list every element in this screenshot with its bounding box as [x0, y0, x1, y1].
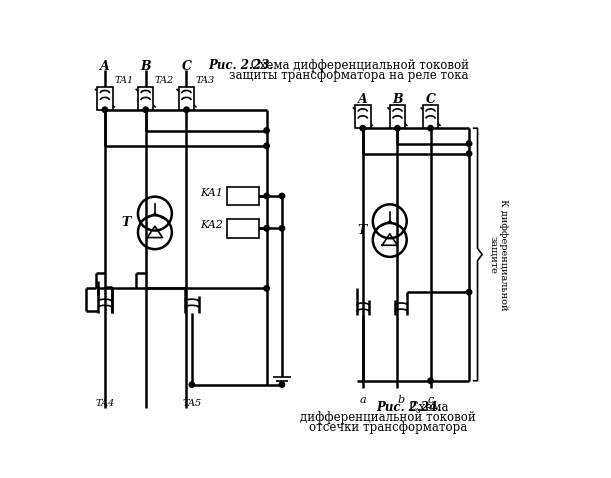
Text: c: c	[428, 395, 434, 405]
Text: T: T	[121, 217, 130, 229]
Text: TA3: TA3	[196, 76, 215, 85]
Text: К дифференциальной
защите: К дифференциальной защите	[489, 199, 508, 310]
Bar	[423, 105, 438, 128]
Text: KA1: KA1	[200, 188, 224, 198]
Circle shape	[184, 107, 189, 112]
Circle shape	[264, 226, 269, 231]
Text: TA2: TA2	[155, 76, 174, 85]
Circle shape	[466, 141, 472, 146]
Circle shape	[466, 290, 472, 295]
Circle shape	[279, 382, 285, 387]
Circle shape	[360, 126, 365, 131]
Bar	[138, 87, 153, 110]
Text: Рис. 2.24.: Рис. 2.24.	[376, 401, 442, 414]
Circle shape	[428, 378, 433, 383]
Circle shape	[428, 126, 433, 131]
Text: C: C	[181, 60, 191, 73]
Text: TA1: TA1	[114, 76, 133, 85]
Circle shape	[264, 286, 269, 291]
Text: A: A	[100, 60, 110, 73]
Circle shape	[143, 107, 148, 112]
Text: TA4: TA4	[95, 399, 114, 408]
Text: T: T	[357, 224, 367, 237]
Text: A: A	[358, 93, 368, 106]
Text: Рис. 2.23.: Рис. 2.23.	[208, 59, 273, 72]
Bar	[227, 187, 259, 205]
Circle shape	[264, 128, 269, 133]
Text: b: b	[398, 395, 405, 405]
Bar	[355, 105, 370, 128]
Circle shape	[279, 226, 285, 231]
Circle shape	[395, 126, 400, 131]
Text: a: a	[359, 395, 366, 405]
Text: дифференциальной токовой: дифференциальной токовой	[301, 411, 476, 424]
Circle shape	[102, 107, 108, 112]
Text: KA2: KA2	[200, 220, 224, 230]
Text: защиты трансформатора на реле тока: защиты трансформатора на реле тока	[229, 68, 468, 82]
Text: TA5: TA5	[182, 399, 202, 408]
Circle shape	[189, 382, 194, 387]
Bar	[390, 105, 405, 128]
Circle shape	[264, 143, 269, 149]
Text: Схема дифференциальной токовой: Схема дифференциальной токовой	[247, 59, 469, 72]
Circle shape	[279, 193, 285, 199]
Text: Схема: Схема	[406, 401, 448, 414]
Bar	[227, 219, 259, 238]
Circle shape	[466, 151, 472, 156]
Bar	[179, 87, 194, 110]
Circle shape	[264, 193, 269, 199]
Text: отсечки трансформатора: отсечки трансформатора	[309, 421, 467, 434]
Text: C: C	[426, 93, 436, 106]
Text: B: B	[392, 93, 403, 106]
Text: B: B	[141, 60, 151, 73]
Bar	[97, 87, 112, 110]
